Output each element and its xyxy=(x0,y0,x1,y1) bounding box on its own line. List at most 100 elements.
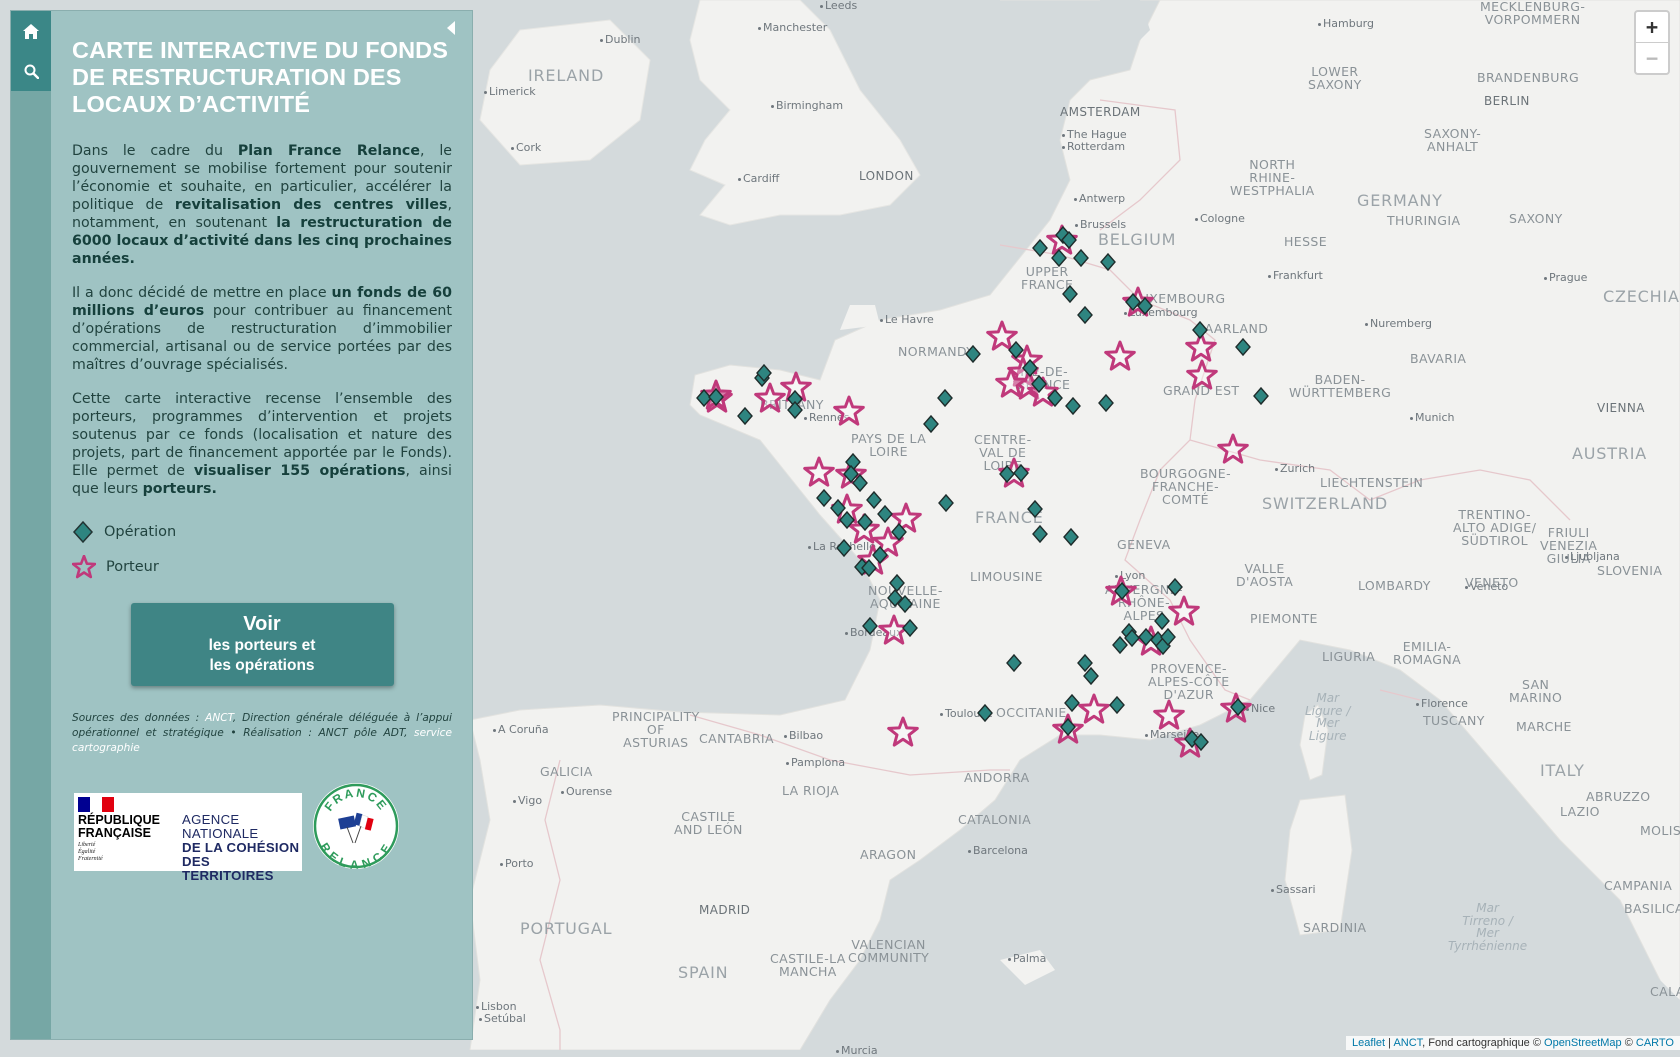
operation-marker[interactable] xyxy=(1109,695,1125,715)
porteur-marker[interactable] xyxy=(1185,331,1217,362)
operation-marker[interactable] xyxy=(1032,238,1048,258)
text-link[interactable]: Leaflet xyxy=(1352,1037,1386,1049)
operation-marker[interactable] xyxy=(1077,305,1093,325)
porteur-marker[interactable] xyxy=(1027,376,1059,407)
france-relance-logo: FRANCE RELANCE xyxy=(313,783,399,871)
operation-marker[interactable] xyxy=(1063,527,1079,547)
rf-name-line-2: FRANÇAISE xyxy=(78,826,151,840)
porteur-marker[interactable] xyxy=(890,502,922,533)
operation-marker[interactable] xyxy=(1064,693,1080,713)
operation-marker[interactable] xyxy=(816,488,832,508)
operation-marker[interactable] xyxy=(1032,524,1048,544)
porteur-marker[interactable] xyxy=(803,456,835,487)
operation-marker[interactable] xyxy=(857,512,873,532)
operation-marker[interactable] xyxy=(1083,666,1099,686)
operation-marker[interactable] xyxy=(1230,697,1246,717)
operation-marker[interactable] xyxy=(877,504,893,524)
operation-marker[interactable] xyxy=(861,558,877,578)
operation-marker[interactable] xyxy=(1047,388,1063,408)
operation-marker[interactable] xyxy=(889,573,905,593)
operation-marker[interactable] xyxy=(999,464,1015,484)
operation-marker[interactable] xyxy=(866,490,882,510)
operation-marker[interactable] xyxy=(1073,248,1089,268)
operation-marker[interactable] xyxy=(708,387,724,407)
operation-marker[interactable] xyxy=(887,588,903,608)
operation-marker[interactable] xyxy=(938,493,954,513)
operation-marker[interactable] xyxy=(1167,577,1183,597)
operation-marker[interactable] xyxy=(1124,628,1140,648)
operation-marker[interactable] xyxy=(1100,252,1116,272)
page-title: CARTE INTERACTIVE DU FONDS DE RESTRUCTUR… xyxy=(72,37,448,117)
operation-marker[interactable] xyxy=(1027,499,1043,519)
text-link[interactable]: ANCT xyxy=(1393,1037,1423,1049)
operation-marker[interactable] xyxy=(830,498,846,518)
operation-marker[interactable] xyxy=(787,400,803,420)
operation-marker[interactable] xyxy=(1065,396,1081,416)
operation-marker[interactable] xyxy=(696,388,712,408)
text-link[interactable]: service cartographie xyxy=(72,727,452,754)
text-link[interactable]: CARTO xyxy=(1635,1037,1674,1049)
operation-marker[interactable] xyxy=(891,522,907,542)
operation-marker[interactable] xyxy=(1051,248,1067,268)
porteur-marker[interactable] xyxy=(1186,359,1218,390)
operation-marker[interactable] xyxy=(1022,358,1038,378)
operation-marker[interactable] xyxy=(977,703,993,723)
operation-marker[interactable] xyxy=(1013,463,1029,483)
text-segment: visualiser 155 opérations xyxy=(193,463,406,479)
operation-marker[interactable] xyxy=(737,406,753,426)
porteur-marker[interactable] xyxy=(833,395,865,426)
zoom-in-button[interactable]: + xyxy=(1636,12,1668,43)
porteur-marker[interactable] xyxy=(887,716,919,747)
operation-marker[interactable] xyxy=(1192,320,1208,340)
operation-marker[interactable] xyxy=(872,545,888,565)
text-link[interactable]: OpenStreetMap xyxy=(1544,1037,1622,1049)
porteur-marker[interactable] xyxy=(1217,433,1249,464)
operation-marker[interactable] xyxy=(1077,653,1093,673)
operation-marker[interactable] xyxy=(1160,627,1176,647)
operation-marker[interactable] xyxy=(1006,653,1022,673)
operation-marker[interactable] xyxy=(1114,581,1130,601)
operation-marker[interactable] xyxy=(852,473,868,493)
operation-marker[interactable] xyxy=(937,388,953,408)
operation-marker[interactable] xyxy=(902,618,918,638)
operation-marker[interactable] xyxy=(1031,374,1047,394)
operation-marker[interactable] xyxy=(1062,284,1078,304)
operation-marker[interactable] xyxy=(839,510,855,530)
operation-marker[interactable] xyxy=(1061,230,1077,250)
operation-marker[interactable] xyxy=(1138,627,1154,647)
operation-marker[interactable] xyxy=(965,344,981,364)
voir-porteurs-operations-button[interactable]: Voir les porteurs et les opérations xyxy=(130,603,394,686)
operation-marker[interactable] xyxy=(1253,386,1269,406)
porteur-marker[interactable] xyxy=(1078,693,1110,724)
text-segment: © xyxy=(1621,1037,1636,1049)
operation-marker[interactable] xyxy=(1235,337,1251,357)
porteur-marker[interactable] xyxy=(995,367,1027,398)
porteur-marker[interactable] xyxy=(1104,340,1136,371)
porteur-marker[interactable] xyxy=(754,382,786,413)
porteur-marker[interactable] xyxy=(986,320,1018,351)
operation-marker[interactable] xyxy=(1154,611,1170,631)
porteur-marker[interactable] xyxy=(1153,699,1185,730)
operation-marker[interactable] xyxy=(862,616,878,636)
operation-marker[interactable] xyxy=(897,594,913,614)
operation-marker[interactable] xyxy=(1125,292,1141,312)
operation-marker[interactable] xyxy=(1098,393,1114,413)
text-segment: , ainsi que leurs xyxy=(72,463,452,497)
operation-marker[interactable] xyxy=(1193,732,1209,752)
operation-marker[interactable] xyxy=(1137,296,1153,316)
collapse-sidebar-icon[interactable] xyxy=(447,21,455,35)
operation-marker[interactable] xyxy=(1060,717,1076,737)
operation-marker[interactable] xyxy=(756,363,772,383)
operation-marker[interactable] xyxy=(1112,635,1128,655)
porteur-marker[interactable] xyxy=(1168,595,1200,626)
operation-marker[interactable] xyxy=(1008,340,1024,360)
text-link[interactable]: ANCT xyxy=(205,712,233,724)
text-segment: revitalisation des centres villes xyxy=(174,197,448,213)
zoom-out-button[interactable]: − xyxy=(1645,46,1659,70)
home-tab[interactable] xyxy=(11,11,51,51)
operation-marker[interactable] xyxy=(843,464,859,484)
search-tab[interactable] xyxy=(11,51,51,91)
operation-marker[interactable] xyxy=(923,414,939,434)
operation-marker[interactable] xyxy=(836,538,852,558)
rf-motto-2: Égalité xyxy=(78,849,96,855)
